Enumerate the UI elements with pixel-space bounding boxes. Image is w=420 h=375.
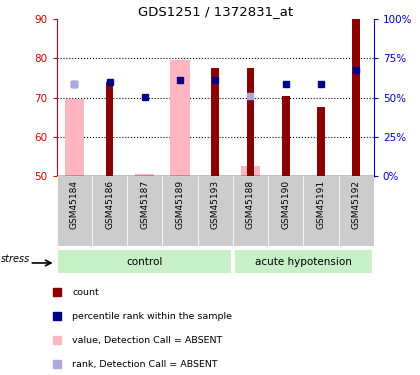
Text: rank, Detection Call = ABSENT: rank, Detection Call = ABSENT (72, 360, 218, 369)
Bar (352, 19, 360, 176)
Text: GSM45187: GSM45187 (140, 180, 149, 229)
Text: GSM45184: GSM45184 (70, 180, 79, 229)
Title: GDS1251 / 1372831_at: GDS1251 / 1372831_at (138, 4, 293, 18)
Bar (233, 176, 268, 246)
Text: count: count (72, 288, 99, 297)
Bar (198, 176, 233, 246)
Text: value, Detection Call = ABSENT: value, Detection Call = ABSENT (72, 336, 222, 345)
Bar (65, 99, 84, 176)
Bar (57, 176, 92, 246)
Text: stress: stress (1, 254, 30, 264)
Text: percentile rank within the sample: percentile rank within the sample (72, 312, 232, 321)
Text: GSM45186: GSM45186 (105, 180, 114, 229)
Text: GSM45190: GSM45190 (281, 180, 290, 229)
Bar (211, 68, 219, 176)
Bar (235, 250, 372, 273)
Text: control: control (126, 256, 163, 267)
Bar (106, 82, 113, 176)
Text: GSM45189: GSM45189 (176, 180, 184, 229)
Bar (241, 166, 260, 176)
Bar (247, 68, 255, 176)
Bar (135, 174, 155, 176)
Bar (317, 107, 325, 176)
Bar (339, 176, 374, 246)
Bar (92, 176, 127, 246)
Bar (303, 176, 339, 246)
Bar (268, 176, 303, 246)
Bar (171, 60, 190, 176)
Text: GSM45191: GSM45191 (316, 180, 326, 229)
Bar (127, 176, 163, 246)
Bar (282, 96, 290, 176)
Text: GSM45193: GSM45193 (211, 180, 220, 229)
Text: GSM45192: GSM45192 (352, 180, 361, 229)
Bar (58, 250, 231, 273)
Bar (163, 176, 198, 246)
Text: GSM45188: GSM45188 (246, 180, 255, 229)
Text: acute hypotension: acute hypotension (255, 256, 352, 267)
